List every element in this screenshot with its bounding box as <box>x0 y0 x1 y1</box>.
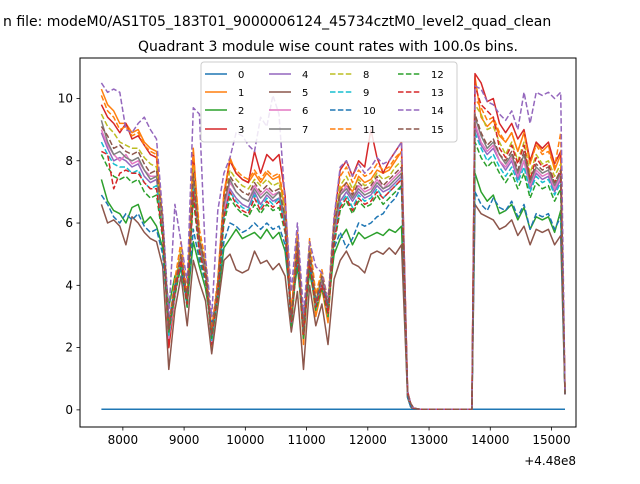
series-lines <box>100 72 566 411</box>
x-tick-label: 10000 <box>226 433 264 447</box>
legend-label-2: 2 <box>238 106 244 117</box>
y-tick-label: 10 <box>58 91 73 105</box>
legend-label-4: 4 <box>302 70 308 81</box>
x-tick-label: 12000 <box>349 433 387 447</box>
x-tick-label: 11000 <box>287 433 325 447</box>
chart-title: Quadrant 3 module wise count rates with … <box>138 39 518 55</box>
legend-label-9: 9 <box>363 88 369 99</box>
legend-label-11: 11 <box>363 125 376 136</box>
legend-label-6: 6 <box>302 106 308 117</box>
legend-label-15: 15 <box>431 125 444 136</box>
legend-label-7: 7 <box>302 125 308 136</box>
series-line-12 <box>100 141 566 411</box>
legend-label-13: 13 <box>431 88 444 99</box>
series-line-15 <box>100 113 566 411</box>
x-axis-offset-label: +4.48e8 <box>524 454 576 468</box>
y-axis: 0 2 4 6 8 10 <box>58 91 80 417</box>
legend-label-3: 3 <box>238 125 244 136</box>
x-axis: 8000 9000 10000 11000 12000 13000 14000 15000 <box>108 427 571 447</box>
figure-suptitle: n file: modeM0/AS1T05_183T01_9000006124_… <box>3 14 551 30</box>
y-tick-label: 2 <box>65 341 73 355</box>
x-tick-label: 8000 <box>108 433 139 447</box>
legend-box <box>200 61 458 143</box>
y-tick-label: 0 <box>65 403 73 417</box>
axes-frame <box>79 57 577 428</box>
legend-label-10: 10 <box>363 106 376 117</box>
series-line-9 <box>100 131 566 411</box>
legend-label-12: 12 <box>431 70 444 81</box>
x-tick-label: 14000 <box>471 433 509 447</box>
series-line-14 <box>100 82 566 411</box>
x-tick-label: 13000 <box>410 433 448 447</box>
legend-label-14: 14 <box>431 106 444 117</box>
y-tick-label: 6 <box>65 216 73 230</box>
legend-label-0: 0 <box>238 70 244 81</box>
y-tick-label: 8 <box>65 154 73 168</box>
y-tick-label: 4 <box>65 278 73 292</box>
x-tick-label: 15000 <box>532 433 570 447</box>
legend-label-8: 8 <box>363 70 369 81</box>
x-tick-label: 9000 <box>169 433 200 447</box>
legend-label-5: 5 <box>302 88 308 99</box>
series-line-5 <box>100 203 566 411</box>
legend-label-1: 1 <box>238 88 244 99</box>
plot-area <box>100 72 566 411</box>
